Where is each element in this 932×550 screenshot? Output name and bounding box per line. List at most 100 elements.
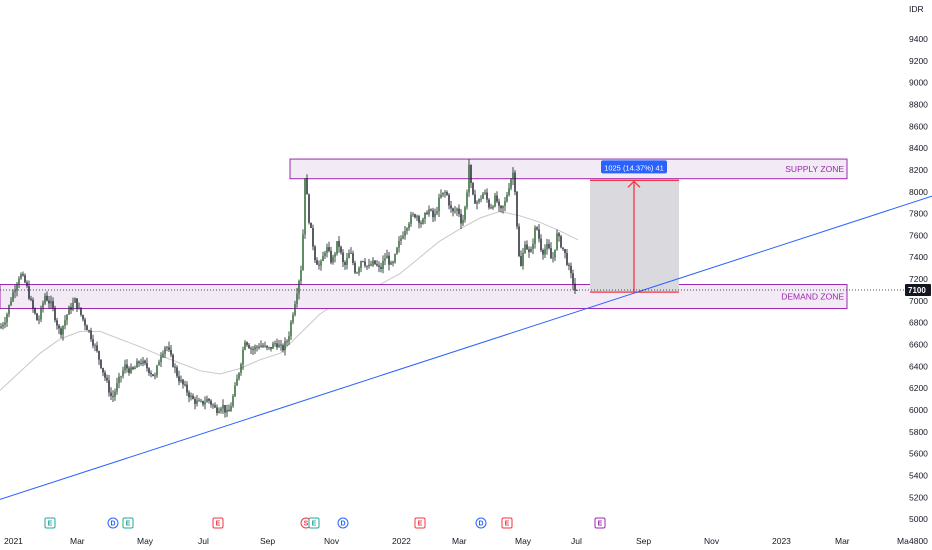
candle-body	[492, 206, 494, 209]
measure-tool[interactable]: 1025 (14.37%) 41	[590, 160, 679, 293]
event-marker[interactable]	[44, 517, 56, 529]
candle-body	[292, 314, 294, 323]
candle-body	[398, 240, 400, 248]
candle-body	[102, 367, 104, 373]
candle-body	[344, 262, 346, 265]
event-marker[interactable]	[475, 517, 487, 529]
supply-zone[interactable]	[289, 158, 848, 180]
event-marker[interactable]	[594, 517, 606, 529]
candle-body	[560, 236, 562, 248]
candle-body	[88, 330, 90, 332]
candle-body	[66, 314, 68, 321]
candle-body	[20, 274, 22, 279]
candle-body	[518, 226, 520, 257]
candle-body	[242, 349, 244, 365]
time-axis[interactable]: 2021 Mar May Jul Sep Nov 2022 Mar May Jul Sep Nov 20…	[4, 536, 909, 546]
candles-layer	[0, 159, 578, 418]
candle-body	[186, 384, 188, 393]
candle-body	[308, 194, 310, 223]
price-tick-label: 7000	[909, 296, 928, 306]
candle-body	[62, 325, 64, 335]
candle-body	[538, 229, 540, 239]
candle-body	[388, 255, 390, 265]
candle-body	[240, 364, 242, 373]
candle-body	[8, 305, 10, 315]
candle-body	[246, 342, 248, 345]
candle-body	[60, 328, 62, 335]
candle-body	[280, 344, 282, 346]
price-tick-label: 8800	[909, 100, 928, 110]
candle-body	[272, 343, 274, 349]
candle-body	[414, 214, 416, 218]
time-tick-label: Mar	[452, 536, 467, 546]
candle-body	[108, 380, 110, 393]
candle-body	[158, 361, 160, 366]
candle-body	[432, 210, 434, 218]
candle-body	[354, 262, 356, 273]
candle-body	[148, 368, 150, 373]
candle-body	[76, 298, 78, 309]
candle-body	[146, 363, 148, 369]
event-marker-letter: D	[340, 521, 345, 528]
candle-body	[152, 374, 154, 377]
event-marker[interactable]	[107, 517, 119, 529]
candle-body	[528, 249, 530, 253]
candle-body	[192, 395, 194, 399]
demand-zone[interactable]	[0, 284, 848, 310]
candle-body	[574, 283, 576, 291]
candle-body	[536, 227, 538, 230]
event-marker[interactable]	[308, 517, 320, 529]
candle-body	[284, 341, 286, 351]
candle-body	[182, 379, 184, 385]
candle-body	[546, 243, 548, 250]
event-marker[interactable]	[212, 517, 224, 529]
candle-body	[254, 346, 256, 350]
candle-body	[202, 400, 204, 405]
candle-body	[232, 396, 234, 406]
candle-body	[28, 286, 30, 299]
candle-body	[540, 238, 542, 250]
candle-body	[316, 260, 318, 265]
candle-body	[128, 368, 130, 373]
time-tick-label: Sep	[636, 536, 651, 546]
candle-body	[54, 307, 56, 321]
candle-body	[6, 314, 8, 323]
candle-body	[438, 197, 440, 212]
event-marker-letter: D	[478, 521, 483, 528]
event-marker[interactable]	[501, 517, 513, 529]
time-tick-label: May	[137, 536, 154, 546]
candle-body	[162, 353, 164, 357]
candle-body	[440, 194, 442, 198]
candle-body	[166, 347, 168, 349]
time-tick-label: Nov	[704, 536, 720, 546]
candle-body	[286, 341, 288, 343]
time-tick-label: Sep	[260, 536, 275, 546]
candle-body	[198, 400, 200, 402]
candle-body	[4, 322, 6, 325]
event-marker[interactable]	[122, 517, 134, 529]
candle-body	[104, 372, 106, 378]
candle-body	[72, 302, 74, 310]
candle-body	[462, 219, 464, 224]
candle-body	[566, 253, 568, 265]
candle-body	[14, 290, 16, 293]
candle-body	[234, 385, 236, 397]
candle-body	[362, 261, 364, 262]
candle-body	[302, 234, 304, 271]
candle-body	[454, 210, 456, 212]
candle-body	[298, 280, 300, 294]
trendline[interactable]	[0, 195, 932, 500]
supply-zone-label: SUPPLY ZONE	[785, 164, 844, 174]
candle-body	[320, 261, 322, 266]
event-marker[interactable]	[414, 517, 426, 529]
price-axis[interactable]: IDR 4800 5000 5200 5400 5600 5800 6000 6200 6400…	[909, 4, 928, 546]
candle-body	[336, 241, 338, 254]
candle-body	[376, 264, 378, 266]
candle-body	[374, 260, 376, 265]
event-marker[interactable]	[337, 517, 349, 529]
candle-body	[370, 264, 372, 266]
price-tick-label: 5600	[909, 449, 928, 459]
candle-body	[92, 339, 94, 346]
